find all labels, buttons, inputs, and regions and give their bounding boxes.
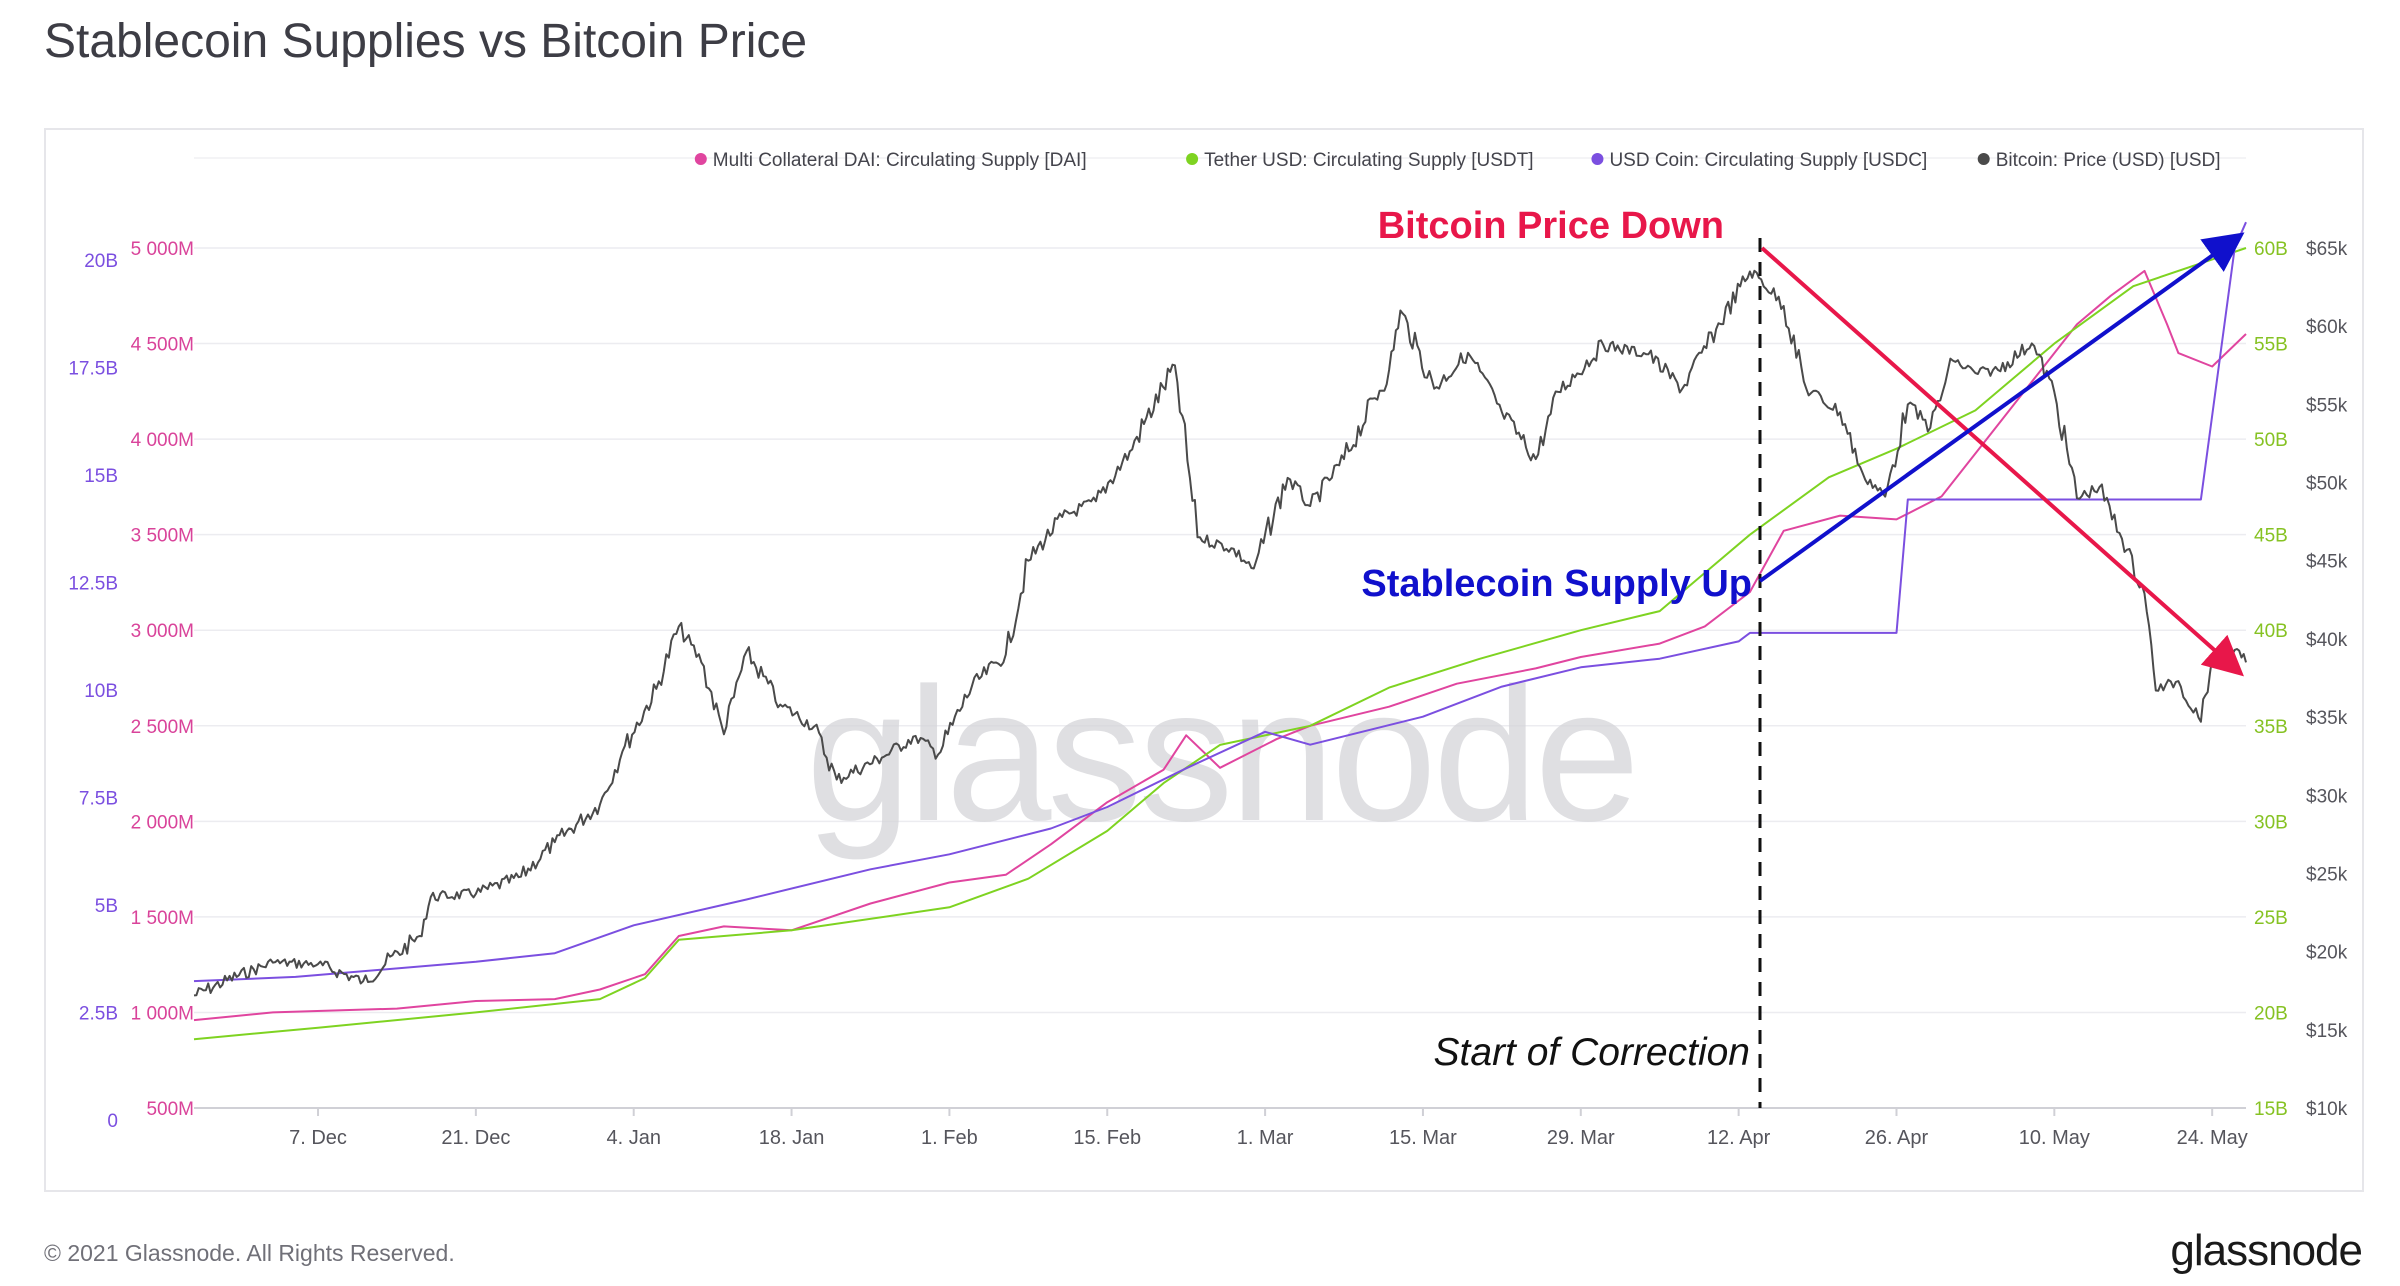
y-tick-label-dai: 4 500M bbox=[131, 335, 194, 356]
series-line-usdc bbox=[193, 221, 2247, 983]
y-tick-label-dai: 1 000M bbox=[131, 1003, 194, 1024]
legend-item: Bitcoin: Price (USD) [USD] bbox=[1977, 150, 2221, 171]
y-tick-label-btc: $55k bbox=[2306, 395, 2348, 416]
series-line-usdt bbox=[193, 247, 2247, 1041]
annotation-stablecoin-supply-up: Stablecoin Supply Up bbox=[1361, 563, 1752, 605]
y-tick-label-usdt: 15B bbox=[2254, 1099, 2288, 1120]
y-tick-label-btc: $20k bbox=[2306, 943, 2348, 964]
annotation-bitcoin-price-down: Bitcoin Price Down bbox=[1378, 205, 1724, 247]
y-tick-label-usdt: 20B bbox=[2254, 1003, 2288, 1024]
y-tick-label-btc: $10k bbox=[2306, 1099, 2348, 1120]
legend-label: Bitcoin: Price (USD) [USD] bbox=[1996, 150, 2221, 171]
y-tick-label-dai: 500M bbox=[146, 1099, 194, 1120]
annotation-start-of-correction: Start of Correction bbox=[1434, 1031, 1750, 1074]
page-title: Stablecoin Supplies vs Bitcoin Price bbox=[44, 15, 808, 68]
y-tick-label-btc: $25k bbox=[2306, 864, 2348, 885]
x-tick-label: 4. Jan bbox=[606, 1127, 660, 1149]
y-tick-label-btc: $50k bbox=[2306, 474, 2348, 495]
y-tick-label-dai: 3 000M bbox=[131, 621, 194, 642]
x-tick-label: 18. Jan bbox=[759, 1127, 825, 1149]
y-tick-label-usdt: 25B bbox=[2254, 908, 2288, 929]
y-tick-label-usdc: 7.5B bbox=[79, 789, 118, 810]
y-tick-label-usdt: 50B bbox=[2254, 430, 2288, 451]
legend-label: Tether USD: Circulating Supply [USDT] bbox=[1204, 150, 1533, 171]
y-tick-label-usdt: 30B bbox=[2254, 812, 2288, 833]
y-tick-label-usdc: 5B bbox=[95, 896, 118, 917]
y-tick-label-dai: 4 000M bbox=[131, 430, 194, 451]
y-tick-label-usdc: 10B bbox=[84, 681, 118, 702]
x-tick-label: 1. Feb bbox=[921, 1127, 978, 1149]
legend-item: Multi Collateral DAI: Circulating Supply… bbox=[694, 150, 1087, 171]
legend-dot bbox=[1591, 153, 1604, 165]
watermark-text: glassnode bbox=[806, 649, 1636, 861]
legend-label: Multi Collateral DAI: Circulating Supply… bbox=[713, 150, 1087, 171]
y-tick-label-usdc: 15B bbox=[84, 466, 118, 487]
y-tick-label-usdc: 20B bbox=[84, 251, 118, 272]
y-tick-label-dai: 5 000M bbox=[131, 239, 194, 260]
legend-label: USD Coin: Circulating Supply [USDC] bbox=[1609, 150, 1927, 171]
x-tick-label: 12. Apr bbox=[1707, 1127, 1771, 1149]
x-tick-label: 10. May bbox=[2019, 1127, 2090, 1149]
chart-panel: glassnode 0 2.5B 5B 7.5B 10B 12.5B 15B 17.5B 20B… bbox=[44, 128, 2364, 1192]
x-tick-label: 15. Feb bbox=[1073, 1127, 1141, 1149]
chart-svg: glassnode 0 2.5B 5B 7.5B 10B 12.5B 15B 17.5B 20B… bbox=[68, 150, 2348, 1149]
y-tick-label-btc: $15k bbox=[2306, 1021, 2348, 1042]
x-tick-label: 21. Dec bbox=[441, 1127, 510, 1149]
y-tick-label-btc: $30k bbox=[2306, 786, 2348, 807]
y-tick-label-btc: $65k bbox=[2306, 239, 2348, 260]
y-tick-label-usdt: 45B bbox=[2254, 526, 2288, 547]
y-tick-label-btc: $45k bbox=[2306, 552, 2348, 573]
x-tick-label: 29. Mar bbox=[1547, 1127, 1615, 1149]
y-tick-label-dai: 2 000M bbox=[131, 812, 194, 833]
y-tick-label-btc: $60k bbox=[2306, 317, 2348, 338]
legend-item: USD Coin: Circulating Supply [USDC] bbox=[1591, 150, 1927, 171]
legend-dot bbox=[1977, 153, 1990, 165]
legend-dot bbox=[694, 153, 707, 165]
x-tick-label: 7. Dec bbox=[289, 1127, 347, 1149]
y-tick-label-btc: $35k bbox=[2306, 708, 2348, 729]
legend-dot bbox=[1186, 153, 1199, 165]
y-tick-label-dai: 1 500M bbox=[131, 908, 194, 929]
y-tick-label-dai: 3 500M bbox=[131, 526, 194, 547]
y-tick-label-usdt: 55B bbox=[2254, 335, 2288, 356]
series-line-dai bbox=[193, 269, 2247, 1022]
x-tick-label: 15. Mar bbox=[1389, 1127, 1457, 1149]
bitcoin-down-arrow bbox=[1760, 246, 2244, 677]
y-tick-label-usdc: 2.5B bbox=[79, 1004, 118, 1025]
y-tick-label-usdt: 35B bbox=[2254, 717, 2288, 738]
legend-item: Tether USD: Circulating Supply [USDT] bbox=[1186, 150, 1534, 171]
y-tick-label-usdc: 0 bbox=[107, 1111, 118, 1132]
x-tick-label: 1. Mar bbox=[1237, 1127, 1294, 1149]
supply-up-arrow bbox=[1758, 232, 2245, 583]
brand-logo-text: glassnode bbox=[2170, 1226, 2363, 1275]
y-tick-label-usdt: 40B bbox=[2254, 621, 2288, 642]
copyright-text: © 2021 Glassnode. All Rights Reserved. bbox=[44, 1240, 455, 1266]
y-tick-label-usdt: 60B bbox=[2254, 239, 2288, 260]
x-tick-label: 24. May bbox=[2177, 1127, 2248, 1149]
y-tick-label-usdc: 17.5B bbox=[68, 359, 118, 380]
x-tick-label: 26. Apr bbox=[1865, 1127, 1929, 1149]
series-line-btc bbox=[193, 269, 2247, 997]
y-tick-label-usdc: 12.5B bbox=[68, 574, 118, 595]
y-tick-label-dai: 2 500M bbox=[131, 717, 194, 738]
y-tick-label-btc: $40k bbox=[2306, 630, 2348, 651]
